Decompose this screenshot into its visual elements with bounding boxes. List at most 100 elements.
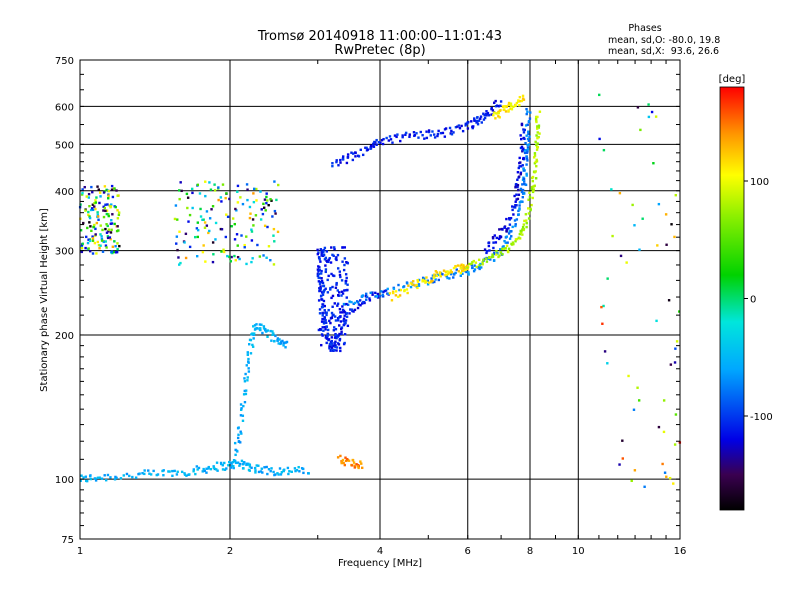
trace-point — [244, 389, 248, 392]
trace-point — [439, 275, 442, 278]
cluster-point — [81, 191, 84, 195]
trace-point — [282, 469, 285, 472]
cusp-point — [319, 260, 322, 263]
trace-point — [515, 218, 519, 221]
trace-point — [455, 268, 458, 271]
cusp-point — [328, 319, 331, 323]
trace-point — [519, 165, 523, 168]
cusp-point — [323, 304, 326, 308]
trace-point — [439, 131, 443, 135]
cusp-point — [332, 313, 335, 317]
cusp-point — [333, 246, 336, 249]
cluster-point — [106, 224, 109, 228]
cluster-point — [82, 221, 85, 225]
trace-point — [326, 328, 330, 332]
trace-point — [438, 272, 442, 275]
cusp-point — [341, 246, 344, 249]
trace-point — [535, 143, 538, 147]
cluster-point — [89, 208, 93, 212]
cluster-point — [185, 192, 189, 196]
trace-point — [417, 283, 421, 286]
cluster-point — [271, 215, 274, 218]
cluster-point — [103, 206, 106, 210]
trace-point — [536, 115, 539, 119]
trace-point — [376, 296, 380, 299]
trace-point — [357, 155, 361, 158]
trace-point — [319, 280, 323, 284]
trace-point — [514, 238, 518, 241]
cluster-point — [180, 189, 183, 193]
trace-point — [498, 109, 501, 113]
cluster-point — [249, 212, 252, 215]
cluster-point — [183, 241, 186, 244]
trace-point — [392, 291, 395, 295]
cluster-point — [113, 187, 116, 190]
cluster-point — [97, 188, 100, 191]
trace-point — [433, 273, 436, 276]
trace-point — [519, 134, 522, 137]
trace-point — [212, 466, 216, 469]
cluster-point — [238, 257, 241, 261]
cluster-point — [184, 232, 188, 236]
trace-point — [354, 151, 357, 155]
trace-point — [341, 458, 345, 462]
cluster-point — [110, 222, 114, 225]
cluster-point — [272, 263, 276, 266]
cluster-point — [208, 229, 211, 233]
trace-point — [325, 313, 328, 317]
trace-point — [533, 154, 537, 157]
cluster-point — [262, 202, 265, 206]
cusp-point — [335, 256, 338, 259]
cluster-point — [211, 241, 215, 244]
trace-point — [481, 263, 484, 266]
trace-point — [396, 133, 399, 136]
trace-point — [442, 269, 446, 272]
trace-point — [80, 474, 83, 477]
cusp-point — [324, 256, 328, 260]
noise-point — [665, 475, 668, 478]
trace-point — [401, 135, 404, 139]
cluster-point — [214, 221, 218, 225]
trace-point — [229, 466, 233, 469]
cluster-point — [202, 244, 205, 247]
trace-point — [493, 101, 496, 104]
cusp-point — [345, 296, 348, 299]
cusp-point — [336, 304, 339, 307]
y-tick-label: 400 — [55, 187, 74, 198]
cluster-point — [91, 203, 95, 206]
trace-point — [356, 465, 359, 468]
trace-point — [423, 137, 426, 140]
noise-point — [647, 103, 650, 106]
trace-point — [529, 208, 532, 212]
trace-point — [529, 111, 532, 114]
cluster-point — [196, 221, 200, 224]
cluster-point — [80, 250, 84, 254]
trace-point — [409, 285, 413, 289]
cusp-point — [340, 290, 344, 293]
trace-point — [387, 292, 390, 296]
cusp-point — [318, 289, 321, 293]
cluster-point — [201, 250, 205, 254]
trace-point — [529, 207, 532, 211]
cluster-point — [265, 201, 268, 205]
trace-point — [478, 265, 481, 269]
trace-point — [454, 125, 458, 129]
cluster-point — [97, 243, 101, 247]
trace-point — [282, 341, 286, 345]
cluster-point — [239, 196, 242, 199]
cusp-point — [339, 315, 342, 318]
trace-point — [429, 280, 433, 284]
noise-point — [602, 148, 606, 152]
trace-point — [519, 229, 522, 233]
trace-point — [456, 125, 459, 128]
trace-point — [525, 134, 528, 137]
cusp-point — [330, 336, 333, 339]
cusp-point — [320, 298, 323, 301]
trace-point — [363, 301, 366, 305]
noise-point — [670, 223, 673, 226]
cluster-point — [240, 234, 243, 237]
trace-point — [243, 377, 246, 380]
noise-point — [619, 254, 623, 258]
trace-point — [471, 125, 474, 128]
trace-point — [435, 271, 439, 274]
